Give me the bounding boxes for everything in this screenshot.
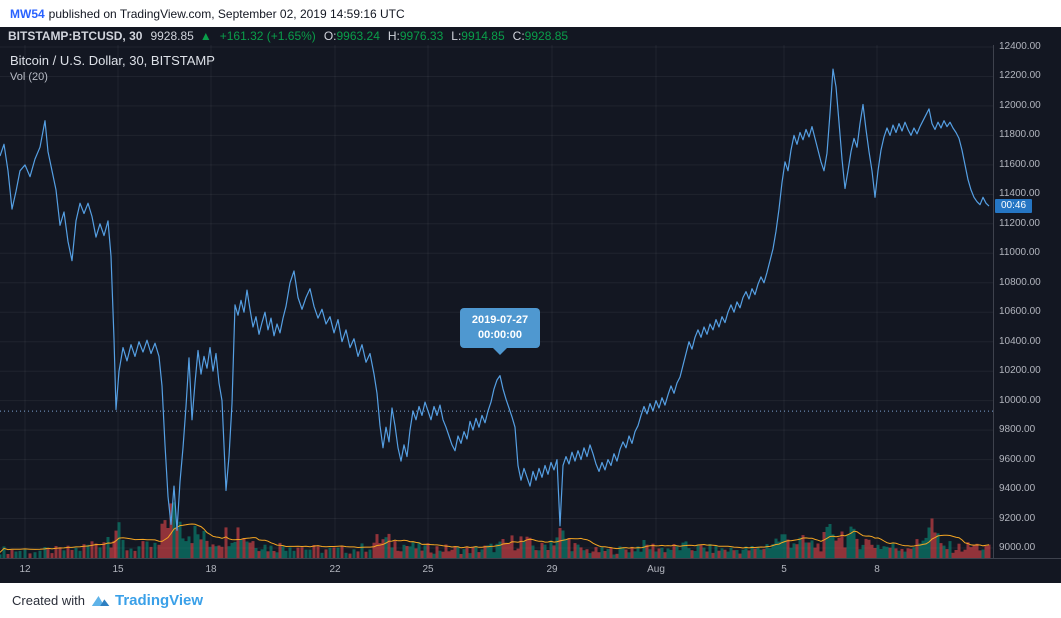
publish-header: MW54 published on TradingView.com, Septe… <box>0 0 1061 27</box>
price-axis-label: 12000.00 <box>999 99 1041 111</box>
price-axis-label: 11800.00 <box>999 129 1040 141</box>
time-axis-label: 29 <box>546 564 558 575</box>
close-value: 9928.85 <box>524 29 569 43</box>
open-value: 9963.24 <box>336 29 380 43</box>
price-axis-label: 11600.00 <box>999 158 1040 170</box>
time-axis-label: 8 <box>874 564 880 575</box>
price-change: +161.32 (+1.65%) <box>219 29 316 43</box>
chart-area[interactable]: Bitcoin / U.S. Dollar, 30, BITSTAMP Vol … <box>0 41 1061 583</box>
price-axis-label: 10600.00 <box>999 306 1041 318</box>
time-axis-label: 5 <box>781 564 787 575</box>
price-axis-label: 9000.00 <box>999 542 1036 553</box>
price-axis[interactable]: 12400.00 12200.00 12000.00 11800.00 11600.00… <box>993 41 1061 558</box>
price-axis-label: 10400.00 <box>999 335 1041 347</box>
high-label: H: <box>387 29 400 43</box>
tradingview-logo-icon <box>91 591 111 611</box>
brand-link[interactable]: TradingView <box>114 592 204 609</box>
price-axis-label: 9200.00 <box>999 512 1036 524</box>
price-axis-label: 10800.00 <box>999 276 1041 288</box>
time-axis-label: 15 <box>112 564 124 575</box>
time-axis-label: 25 <box>422 564 434 575</box>
created-with-text: Created with <box>12 593 85 608</box>
price-axis-label: 10000.00 <box>999 394 1041 406</box>
close-label: C: <box>512 29 525 43</box>
price-axis-label: 10200.00 <box>999 365 1041 377</box>
last-price: 9928.85 <box>150 29 194 43</box>
time-axis[interactable]: 12 15 18 22 25 29 Aug 5 8 <box>0 558 1061 583</box>
time-axis-label: 18 <box>205 564 217 575</box>
price-axis-label: 9800.00 <box>999 424 1036 436</box>
date-tooltip: 2019-07-27 00:00:00 <box>460 308 540 355</box>
price-axis-label: 9600.00 <box>999 453 1036 465</box>
price-axis-label: 11200.00 <box>999 217 1040 229</box>
time-axis-label: 22 <box>329 564 341 575</box>
chart-legend: Bitcoin / U.S. Dollar, 30, BITSTAMP <box>10 53 215 68</box>
price-axis-label: 9400.00 <box>999 483 1036 495</box>
open-label: O: <box>323 29 337 43</box>
published-text: published on TradingView.com, September … <box>48 6 405 21</box>
time-axis-label: Aug <box>647 564 665 575</box>
low-value: 9914.85 <box>461 29 505 43</box>
price-axis-label: 11400.00 <box>999 188 1040 200</box>
low-label: L: <box>451 29 462 43</box>
author-link[interactable]: MW54 <box>10 6 45 21</box>
high-value: 9976.33 <box>399 29 444 43</box>
volume-legend: Vol (20) <box>10 71 48 83</box>
tooltip-time: 00:00:00 <box>477 329 523 341</box>
price-axis-label: 12400.00 <box>999 41 1041 52</box>
footer: Created with TradingView <box>0 583 1061 618</box>
symbol-name: BITSTAMP:BTCUSD, 30 <box>8 29 143 43</box>
tooltip-date: 2019-07-27 <box>471 314 529 326</box>
bar-countdown-badge: 00:46 <box>995 199 1033 213</box>
symbol-info-bar: BITSTAMP:BTCUSD, 30 9928.85 ▲ +161.32 (+… <box>0 27 1061 45</box>
time-axis-label: 12 <box>19 564 31 575</box>
up-arrow-icon: ▲ <box>199 29 212 43</box>
price-axis-label: 11000.00 <box>999 247 1040 259</box>
price-axis-label: 12200.00 <box>999 70 1041 82</box>
price-chart[interactable] <box>0 45 993 558</box>
